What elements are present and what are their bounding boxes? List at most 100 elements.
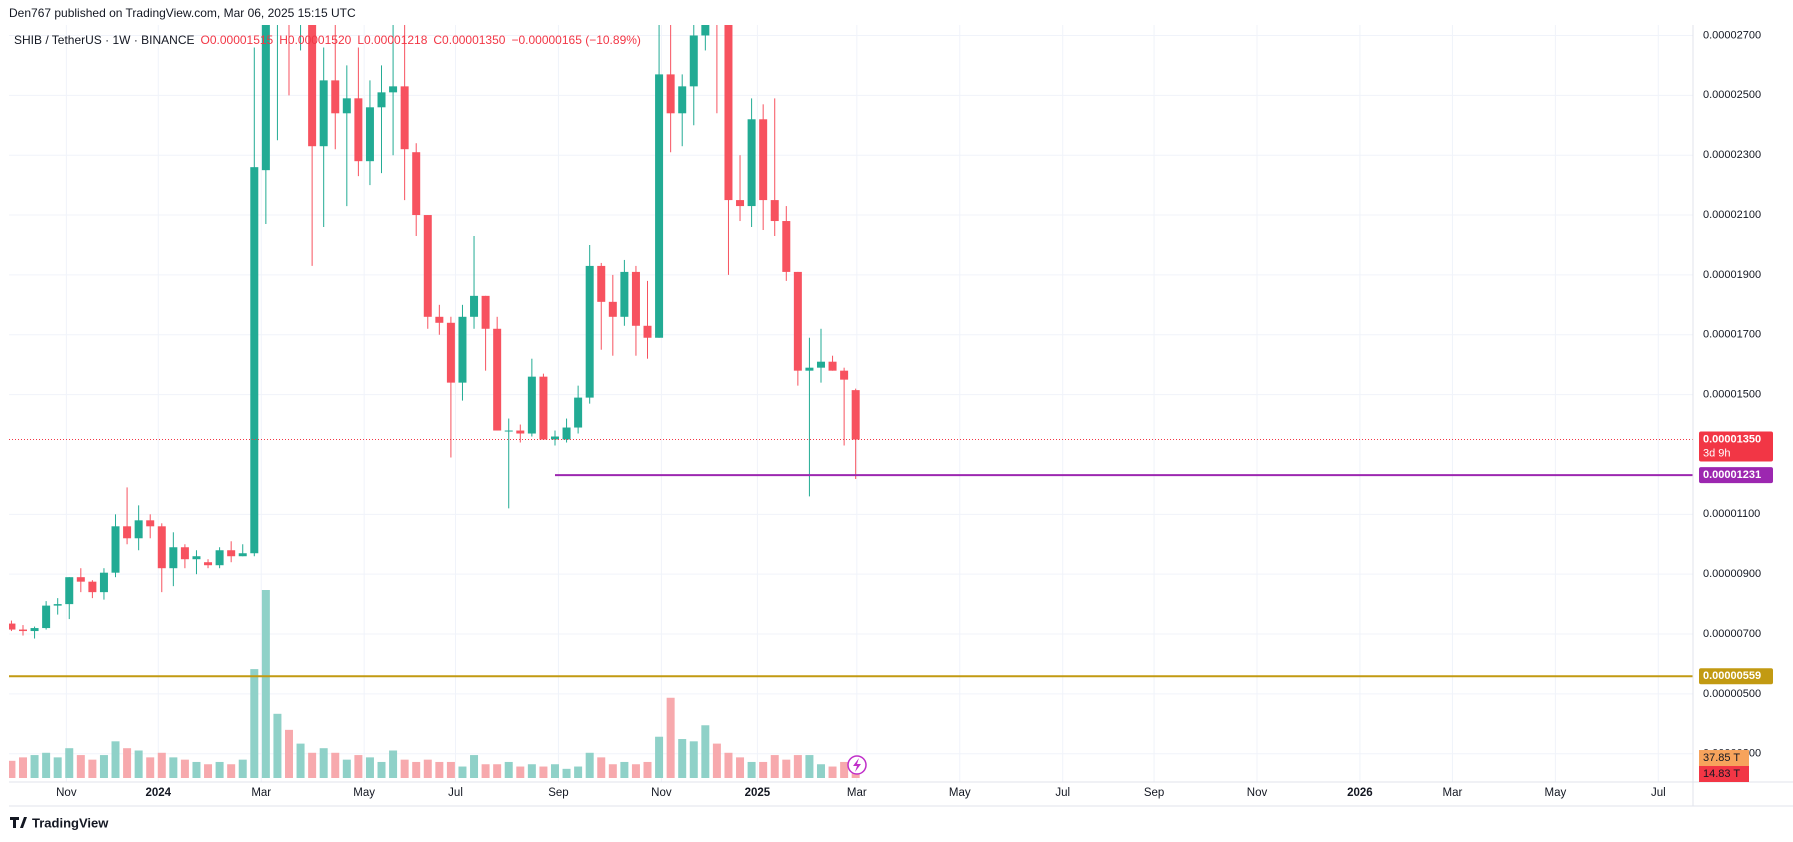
y-tick-label: 0.00001500 bbox=[1703, 389, 1761, 401]
candle-body bbox=[470, 295, 479, 317]
volume-bar bbox=[18, 757, 27, 778]
x-tick-label: Sep bbox=[1144, 787, 1164, 799]
candle-body bbox=[562, 427, 571, 440]
volume-bar bbox=[30, 755, 39, 778]
x-tick-label: Jul bbox=[1651, 787, 1666, 799]
price-tag-label: 0.00001350 bbox=[1703, 433, 1761, 445]
candle-body bbox=[585, 265, 594, 398]
y-tick-label: 0.00002100 bbox=[1703, 209, 1761, 221]
candle-body bbox=[400, 86, 409, 150]
candle-body bbox=[354, 98, 363, 162]
x-tick-label: May bbox=[949, 787, 971, 799]
volume-bar bbox=[342, 759, 351, 778]
candle-body bbox=[192, 556, 201, 560]
x-tick-label: Sep bbox=[548, 787, 568, 799]
volume-bar bbox=[273, 713, 282, 778]
volume-bar bbox=[354, 755, 363, 778]
price-tag-label: 0.00000559 bbox=[1703, 670, 1761, 682]
y-tick-label: 0.00000700 bbox=[1703, 628, 1761, 640]
volume-bar bbox=[608, 764, 617, 778]
alert-icon-bolt bbox=[853, 758, 861, 772]
candle-body bbox=[134, 520, 143, 539]
volume-tag-label: 14.83 T bbox=[1703, 768, 1740, 780]
candle-body bbox=[250, 167, 259, 554]
x-tick-label: May bbox=[353, 787, 375, 799]
ohlc-open: O0.00001515 bbox=[200, 33, 274, 47]
legend: SHIB / TetherUS · 1W · BINANCE O0.000015… bbox=[14, 33, 641, 47]
candle-body bbox=[701, 25, 710, 36]
volume-bar bbox=[9, 760, 16, 778]
volume-bar bbox=[412, 761, 421, 778]
x-tick-label: Nov bbox=[1247, 787, 1268, 799]
candle-body bbox=[42, 605, 51, 629]
candle-body bbox=[342, 98, 351, 114]
volume-bar bbox=[793, 755, 802, 778]
countdown: 3d 9h bbox=[1703, 447, 1731, 459]
candle-body bbox=[851, 390, 860, 440]
volume-bar bbox=[227, 764, 236, 778]
volume-bar bbox=[204, 764, 213, 778]
candle-body bbox=[215, 550, 224, 566]
ohlc-change: −0.00000165 (−10.89%) bbox=[511, 33, 641, 47]
ohlc-close: C0.00001350 bbox=[433, 33, 506, 47]
volume-tag bbox=[1699, 766, 1749, 782]
y-tick-label: 0.00000500 bbox=[1703, 688, 1761, 700]
volume-bar bbox=[111, 741, 120, 778]
candle-body bbox=[759, 119, 768, 201]
candle-body bbox=[828, 361, 837, 371]
candle-body bbox=[261, 25, 270, 171]
candle-body bbox=[527, 376, 536, 434]
ohlc-high: H0.00001520 bbox=[279, 33, 352, 47]
candle-body bbox=[18, 629, 27, 632]
volume-bar bbox=[65, 748, 74, 778]
candle-body bbox=[227, 550, 236, 557]
volume-bar bbox=[458, 766, 467, 778]
volume-bar bbox=[736, 757, 745, 778]
candle-body bbox=[53, 604, 62, 606]
volume-bar bbox=[539, 766, 548, 778]
volume-bar bbox=[574, 766, 583, 778]
candle-body bbox=[412, 152, 421, 216]
x-tick-label: 2026 bbox=[1347, 787, 1373, 799]
volume-bar bbox=[261, 590, 270, 778]
candle-body bbox=[389, 86, 398, 93]
candle-body bbox=[423, 215, 432, 317]
candle-body bbox=[146, 520, 155, 527]
x-tick-label: Nov bbox=[651, 787, 672, 799]
candle-body bbox=[643, 325, 652, 338]
x-tick-label: Jul bbox=[1055, 787, 1070, 799]
volume-bar bbox=[562, 768, 571, 778]
publish-info: Den767 published on TradingView.com, Mar… bbox=[9, 6, 356, 20]
candle-body bbox=[620, 271, 629, 317]
candle-body bbox=[655, 74, 664, 338]
volume-bar bbox=[99, 755, 108, 778]
volume-bar bbox=[504, 761, 513, 778]
x-tick-label: 2024 bbox=[146, 787, 172, 799]
candle-body bbox=[539, 376, 548, 440]
volume-bar bbox=[527, 764, 536, 778]
volume-bar bbox=[701, 725, 710, 778]
candle-body bbox=[770, 200, 779, 222]
volume-bar bbox=[400, 759, 409, 778]
volume-bar bbox=[747, 761, 756, 778]
price-tag bbox=[1699, 431, 1773, 462]
candle-body bbox=[30, 628, 39, 632]
symbol: SHIB / TetherUS · 1W · BINANCE bbox=[14, 33, 195, 47]
volume-bar bbox=[712, 743, 721, 778]
volume-bar bbox=[631, 764, 640, 778]
candle-body bbox=[180, 547, 189, 560]
price-tag bbox=[1699, 668, 1773, 685]
candle-body bbox=[99, 572, 108, 593]
volume-bar bbox=[134, 750, 143, 778]
y-tick-label: 0.00001700 bbox=[1703, 329, 1761, 341]
candle-body bbox=[458, 316, 467, 383]
volume-bar bbox=[782, 759, 791, 778]
x-tick-label: 2025 bbox=[745, 787, 771, 799]
candle-body bbox=[123, 526, 132, 539]
volume-bar bbox=[828, 766, 837, 778]
logo-text: TradingView bbox=[32, 815, 109, 830]
candle-body bbox=[365, 107, 374, 162]
candle-body bbox=[446, 322, 455, 383]
candle-body bbox=[689, 35, 698, 87]
